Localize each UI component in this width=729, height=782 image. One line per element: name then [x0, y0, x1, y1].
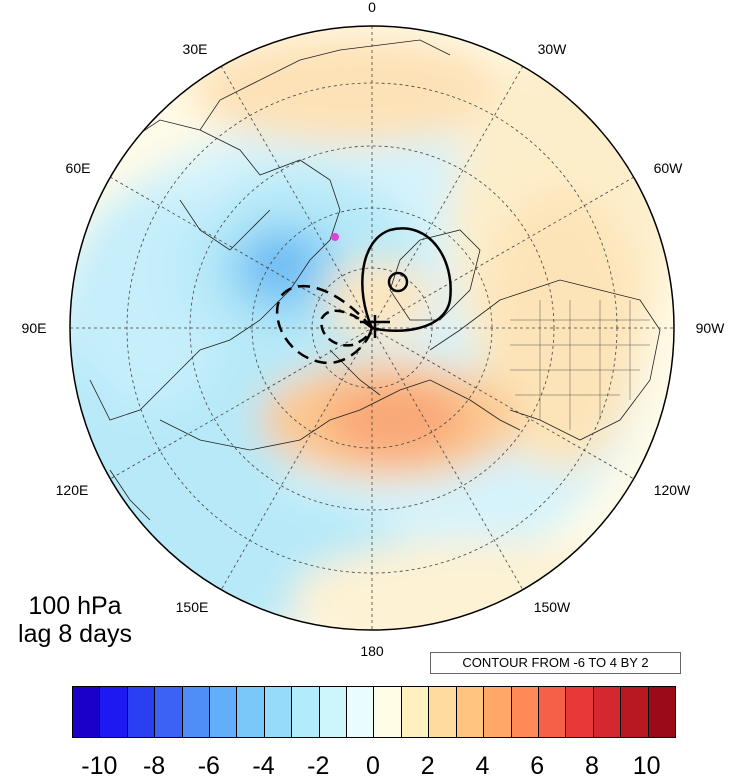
- contour-positive-loop: [361, 227, 452, 333]
- colorbar-tick-label: 0: [366, 752, 380, 780]
- colorbar-swatch: [347, 687, 375, 737]
- colorbar-swatch: [511, 687, 539, 737]
- lon-label-30e: 30E: [183, 41, 208, 57]
- contour-negative-inner: [320, 309, 374, 347]
- colorbar-swatch: [648, 687, 675, 737]
- colorbar-swatch: [566, 687, 594, 737]
- contour-negative-loop: [275, 284, 374, 365]
- colorbar: [72, 686, 676, 738]
- lon-label-30w: 30W: [538, 41, 568, 57]
- base-point-marker: [331, 233, 339, 241]
- colorbar-tick-label: -6: [197, 752, 220, 780]
- lon-label-60w: 60W: [654, 160, 684, 176]
- colorbar-tick-label: 4: [475, 752, 490, 780]
- lon-label-120e: 120E: [56, 482, 89, 498]
- shaded-field: [70, 26, 674, 630]
- colorbar-swatch: [593, 687, 622, 737]
- colorbar-swatch: [264, 687, 293, 737]
- colorbar-tick-label: 2: [420, 752, 435, 780]
- colorbar-swatch: [319, 687, 348, 737]
- colorbar-swatch: [127, 687, 156, 737]
- colorbar-swatch: [182, 687, 211, 737]
- lon-label-60e: 60E: [66, 160, 91, 176]
- colorbar-swatch: [237, 687, 265, 737]
- colorbar-swatch: [456, 687, 485, 737]
- colorbar-swatch: [210, 687, 238, 737]
- map-boundary: [69, 25, 675, 631]
- colorbar-tick-label: 6: [530, 752, 545, 780]
- colorbar-labels: -10 -8 -6 -4 -2 0 2 4 6 8 10: [0, 752, 729, 782]
- colorbar-tick-label: -10: [81, 752, 118, 780]
- coastlines: [89, 39, 661, 521]
- contour-info-box: CONTOUR FROM -6 TO 4 BY 2: [430, 652, 681, 674]
- colorbar-swatch: [621, 687, 649, 737]
- colorbar-tick-label: -8: [142, 752, 166, 780]
- colorbar-tick-label: -4: [252, 752, 275, 780]
- lon-label-180: 180: [360, 643, 384, 659]
- colorbar-tick-label: 10: [632, 752, 661, 780]
- colorbar-swatch: [292, 687, 320, 737]
- pressure-level-label: 100 hPa: [28, 592, 122, 620]
- colorbar-tick-label: 8: [584, 752, 599, 780]
- colorbar-swatch: [73, 687, 101, 737]
- colorbar-swatch: [538, 687, 567, 737]
- colorbar-swatch: [100, 687, 128, 737]
- colorbar-tick-label: -2: [307, 752, 330, 780]
- lon-label-120w: 120W: [654, 482, 691, 498]
- plot-caption: 100 hPa lag 8 days: [0, 592, 150, 648]
- contour-lines: [275, 227, 452, 365]
- lon-label-90w: 90W: [696, 320, 726, 336]
- colorbar-swatch: [155, 687, 183, 737]
- contour-positive-small: [387, 271, 409, 293]
- lon-label-90e: 90E: [22, 320, 47, 336]
- colorbar-swatch: [484, 687, 512, 737]
- colorbar-swatch: [429, 687, 457, 737]
- colorbar-swatch: [401, 687, 430, 737]
- lon-label-150w: 150W: [534, 599, 571, 615]
- lon-label-150e: 150E: [176, 599, 209, 615]
- state-boundaries: [510, 300, 650, 430]
- colorbar-swatch: [374, 687, 402, 737]
- lon-label-0: 0: [368, 0, 376, 15]
- longitude-labels: 0 30E 30W 60E 60W 90E 90W 120E 120W 150E…: [22, 0, 726, 659]
- lag-label: lag 8 days: [18, 620, 132, 648]
